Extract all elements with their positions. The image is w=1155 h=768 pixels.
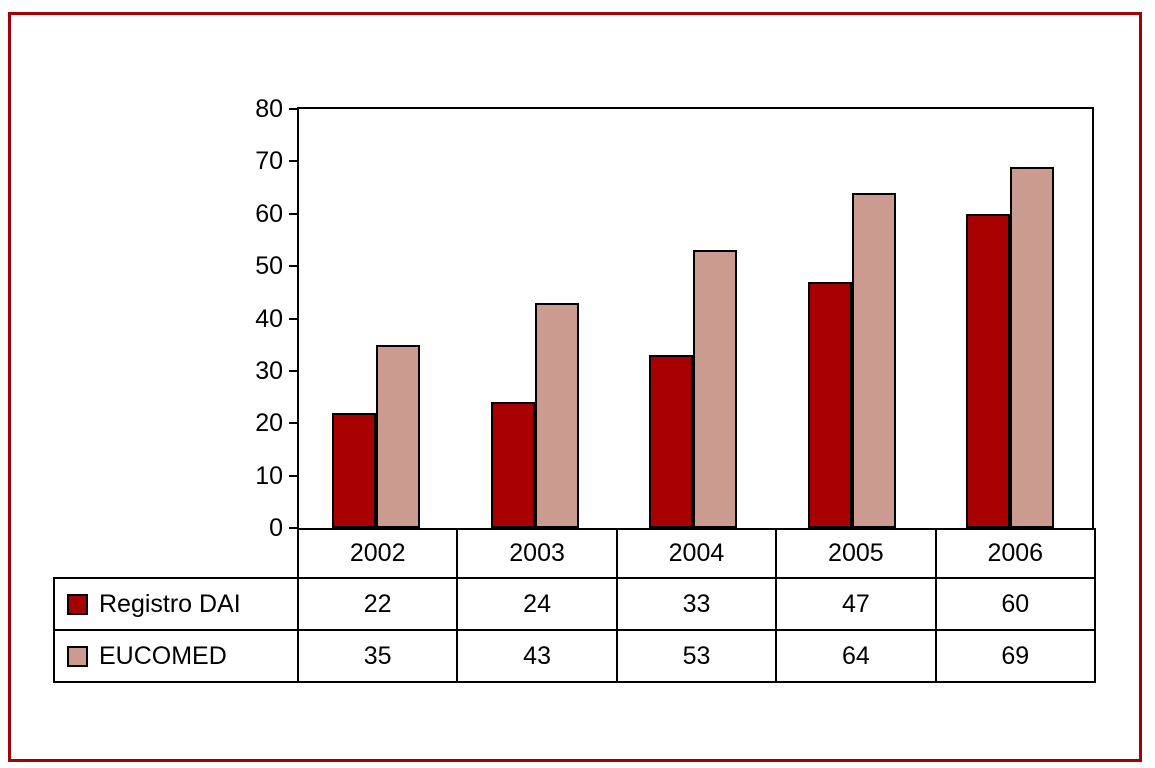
y-axis-tick-label-50: 50: [255, 252, 283, 280]
empty-corner-cell: [54, 529, 298, 578]
y-axis-tick-label-70: 70: [255, 147, 283, 175]
y-axis-tick-50: [289, 265, 297, 267]
bar-registro-dai-2002: [332, 413, 376, 528]
y-axis-tick-label-0: 0: [269, 514, 283, 542]
bar-registro-dai-2006: [966, 214, 1010, 528]
x-tick-label-2003: 2003: [456, 528, 618, 579]
y-axis-tick-30: [289, 370, 297, 372]
value-eucomed-2006: 69: [934, 629, 1097, 683]
y-axis-tick-20: [289, 422, 297, 424]
value-registro-dai-2003: 24: [456, 577, 618, 631]
bar-eucomed-2004: [693, 250, 737, 528]
bar-registro-dai-2003: [491, 402, 535, 528]
value-registro-dai-2005: 47: [775, 577, 937, 631]
legend-entry: EUCOMED: [67, 641, 296, 671]
figure-border-frame: 0 10 20 30 40 50 60 70 80 2002 2003 2004 2005 20…: [8, 12, 1142, 762]
bar-registro-dai-2005: [808, 282, 852, 528]
legend-swatch-registro-dai: [67, 593, 88, 615]
value-eucomed-2003: 43: [456, 629, 618, 683]
data-table-wrap: 2002 2003 2004 2005 2006 Registro DAI 22…: [53, 528, 1097, 683]
y-axis-tick-label-20: 20: [255, 409, 283, 437]
y-axis-tick-40: [289, 318, 297, 320]
y-axis-tick-80: [289, 108, 297, 110]
value-registro-dai-2006: 60: [934, 577, 1097, 631]
x-tick-label-2005: 2005: [775, 528, 937, 579]
legend-label-eucomed: EUCOMED: [99, 641, 227, 670]
legend-swatch-eucomed: [67, 645, 88, 667]
value-registro-dai-2004: 33: [615, 577, 778, 631]
y-axis-tick-0: [289, 527, 297, 529]
y-axis-tick-label-40: 40: [255, 305, 283, 333]
value-registro-dai-2002: 22: [296, 577, 459, 631]
data-table: 2002 2003 2004 2005 2006 Registro DAI 22…: [53, 528, 1097, 683]
plot-area: 0 10 20 30 40 50 60 70 80: [255, 95, 1094, 542]
value-eucomed-2002: 35: [296, 629, 459, 683]
legend-cell-eucomed: EUCOMED: [53, 629, 299, 683]
bar-eucomed-2006: [1010, 167, 1054, 528]
bar-eucomed-2002: [376, 345, 420, 528]
bar-registro-dai-2004: [649, 355, 693, 528]
x-tick-label-2002: 2002: [296, 528, 459, 579]
y-axis-tick-60: [289, 213, 297, 215]
bar-eucomed-2005: [852, 193, 896, 528]
x-tick-label-2006: 2006: [934, 528, 1097, 579]
y-axis-tick-10: [289, 475, 297, 477]
legend-label-registro-dai: Registro DAI: [99, 589, 241, 618]
y-axis-tick-label-80: 80: [255, 95, 283, 123]
value-eucomed-2004: 53: [615, 629, 778, 683]
y-axis-tick-label-30: 30: [255, 357, 283, 385]
legend-entry: Registro DAI: [67, 589, 296, 619]
y-axis-tick-70: [289, 160, 297, 162]
value-eucomed-2005: 64: [775, 629, 937, 683]
bar-eucomed-2003: [535, 303, 579, 528]
series-row-registro-dai: Registro DAI 22 24 33 47 60: [53, 577, 1097, 631]
legend-cell-registro-dai: Registro DAI: [53, 577, 299, 631]
series-row-eucomed: EUCOMED 35 43 53 64 69: [53, 629, 1097, 683]
y-axis-tick-label-10: 10: [255, 462, 283, 490]
x-axis-label-row: 2002 2003 2004 2005 2006: [54, 528, 1097, 579]
y-axis-tick-label-60: 60: [255, 200, 283, 228]
x-tick-label-2004: 2004: [615, 528, 778, 579]
